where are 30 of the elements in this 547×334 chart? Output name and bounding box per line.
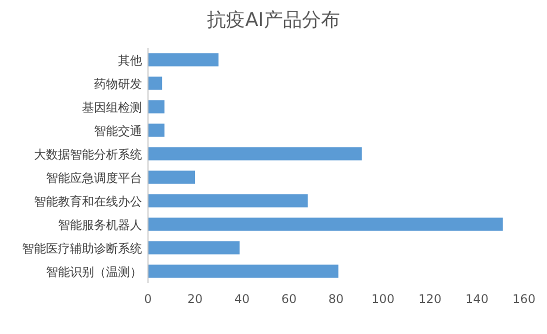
bar: [148, 53, 218, 66]
y-tick-label: 药物研发: [94, 76, 142, 91]
bar: [148, 147, 362, 160]
y-tick-label: 智能识别（温测）: [46, 264, 142, 279]
x-tick-label: 20: [187, 292, 203, 306]
y-tick-label: 智能服务机器人: [58, 218, 142, 232]
bar: [148, 100, 164, 114]
bar: [148, 264, 338, 278]
x-tick-label: 140: [466, 292, 488, 306]
y-tick-label: 智能应急调度平台: [46, 170, 142, 185]
x-tick-label: 100: [372, 292, 394, 306]
bar: [148, 170, 195, 184]
y-tick-label: 基因组检测: [82, 100, 142, 114]
bar: [148, 124, 164, 137]
y-tick-label: 智能医疗辅助诊断系统: [22, 241, 142, 256]
bar: [148, 218, 503, 231]
bar: [148, 241, 240, 254]
x-tick-label: 40: [234, 292, 250, 306]
bar: [148, 194, 308, 208]
bar: [148, 76, 162, 90]
x-tick-label: 120: [418, 292, 442, 306]
chart-title: 抗疫AI产品分布: [207, 9, 340, 31]
y-tick-label: 其他: [118, 53, 142, 68]
x-tick-label: 80: [328, 292, 344, 306]
y-tick-label: 智能教育和在线办公: [34, 194, 142, 208]
x-tick-label: 60: [281, 292, 297, 306]
y-tick-label: 智能交通: [94, 124, 142, 138]
x-tick-label: 160: [512, 292, 536, 306]
y-tick-label: 大数据智能分析系统: [34, 147, 142, 162]
x-tick-label: 0: [144, 292, 152, 306]
